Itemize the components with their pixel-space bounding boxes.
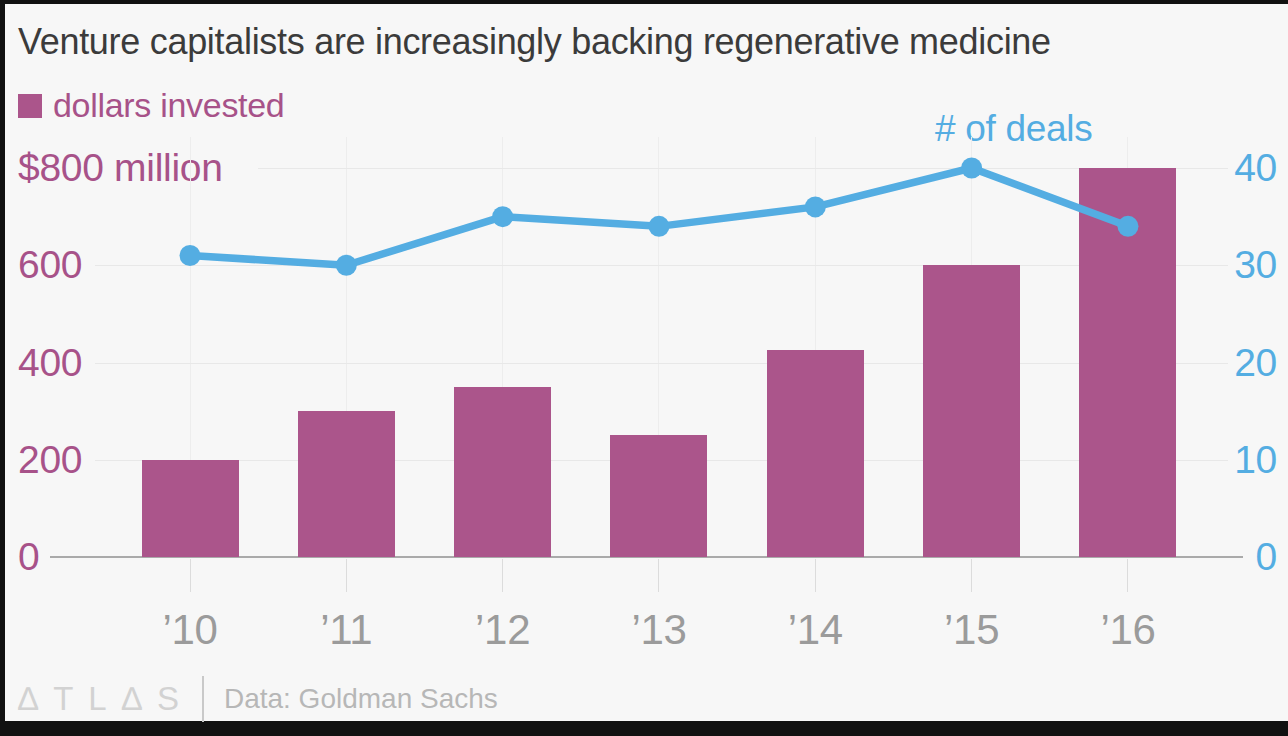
deals-point — [180, 245, 201, 266]
deals-point — [336, 255, 357, 276]
deals-point — [492, 206, 513, 227]
deals-point — [1117, 216, 1138, 237]
chart-canvas: Venture capitalists are increasingly bac… — [0, 0, 1288, 736]
atlas-logo: ∆TL∆S — [18, 676, 194, 722]
frame-border-left — [0, 0, 5, 736]
deals-point — [805, 196, 826, 217]
deals-line-chart — [0, 0, 1288, 736]
deals-point — [648, 216, 669, 237]
deals-point — [961, 158, 982, 179]
frame-border-top — [0, 0, 1288, 4]
footer-divider — [202, 676, 204, 722]
footer: ∆TL∆S Data: Goldman Sachs — [18, 676, 498, 722]
source-note: Data: Goldman Sachs — [224, 683, 498, 715]
frame-border-bottom — [0, 721, 1288, 736]
